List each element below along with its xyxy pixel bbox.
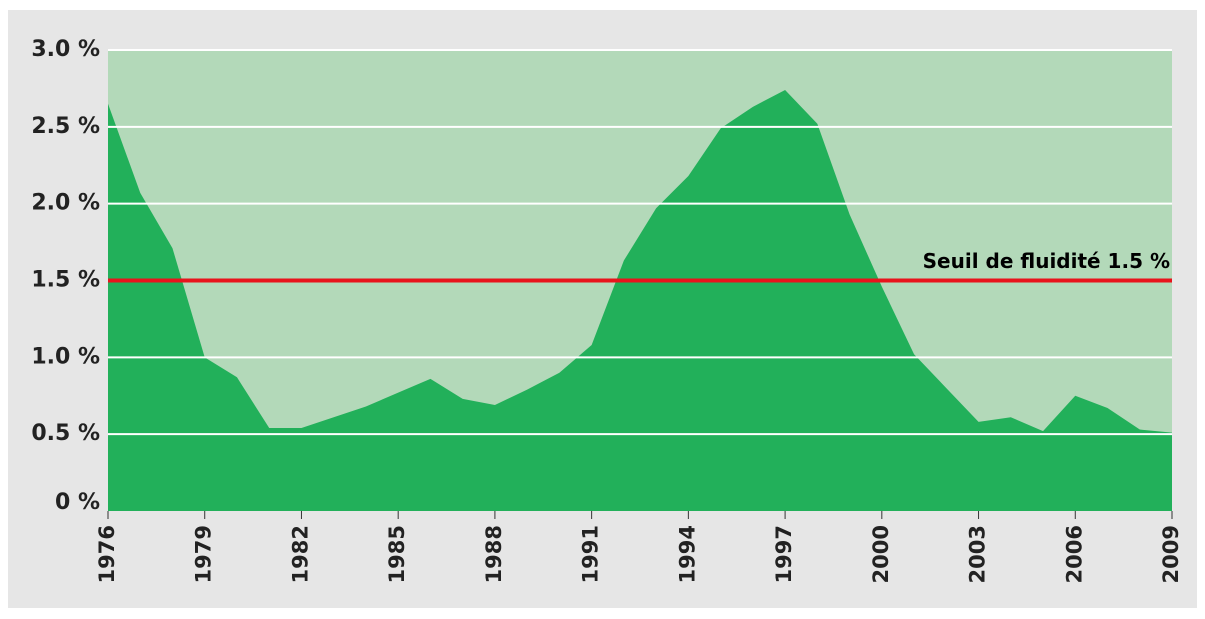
x-tick-label: 1988 bbox=[482, 525, 506, 583]
y-tick-label: 3.0 % bbox=[31, 37, 100, 62]
y-tick-label: 1.5 % bbox=[31, 268, 100, 293]
x-tick-label: 2000 bbox=[869, 525, 893, 583]
x-tick-label: 2003 bbox=[966, 525, 990, 583]
area bbox=[108, 89, 1172, 511]
x-tick-label: 1982 bbox=[288, 525, 312, 583]
y-tick-label: 0.5 % bbox=[31, 421, 100, 446]
x-tick-label: 1991 bbox=[579, 525, 603, 583]
x-tick-label: 1985 bbox=[385, 525, 409, 583]
x-tick-label: 1994 bbox=[675, 525, 699, 583]
x-tick-label: 2006 bbox=[1062, 525, 1086, 583]
y-tick-label: 2.0 % bbox=[31, 191, 100, 216]
y-tick-label: 2.5 % bbox=[31, 114, 100, 139]
x-tick-label: 1979 bbox=[192, 525, 216, 583]
x-tick-label: 1997 bbox=[772, 525, 796, 583]
y-tick-label: 1.0 % bbox=[31, 344, 100, 369]
y-tick-label: 0 % bbox=[55, 490, 100, 515]
x-tick-label: 2009 bbox=[1159, 525, 1183, 583]
x-tick-label: 1976 bbox=[95, 525, 119, 583]
threshold-label: Seuil de fluidité 1.5 % bbox=[923, 249, 1170, 273]
